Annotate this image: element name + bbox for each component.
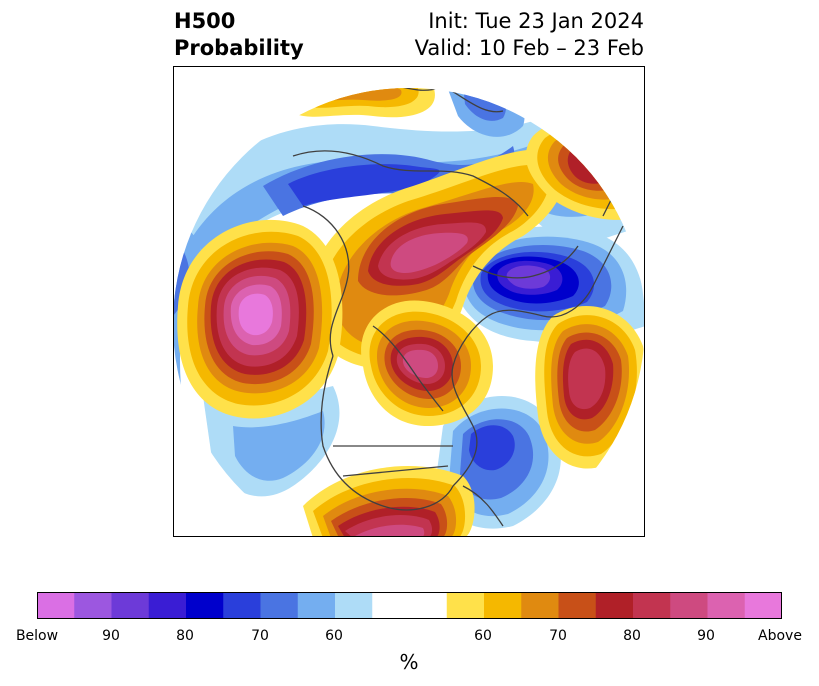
colorbar-cell (260, 592, 299, 619)
colorbar-cell (558, 592, 597, 619)
colorbar-cell (409, 592, 448, 619)
colorbar-cell (521, 592, 559, 619)
colorbar-tick-below-90: 90 (102, 628, 120, 644)
colorbar-cell (74, 592, 112, 619)
colorbar-cell (223, 592, 261, 619)
colorbar-cell (37, 592, 75, 619)
colorbar-tick-below-80: 80 (176, 628, 194, 644)
colorbar-cell (670, 592, 708, 619)
colorbar-cell (707, 592, 746, 619)
colorbar-cell (744, 592, 782, 619)
colorbar-cell (595, 592, 634, 619)
colorbar-tick-above-90: 90 (697, 628, 715, 644)
colorbar-cell (484, 592, 522, 619)
colorbar-cell (186, 592, 224, 619)
variable-label: H500 (174, 9, 236, 33)
init-label: Init: Tue 23 Jan 2024 (428, 9, 644, 33)
map-title: H500 Probability (174, 8, 304, 62)
colorbar-tick-below-60: 60 (325, 628, 343, 644)
colorbar-cell (372, 592, 410, 619)
colorbar-unit: % (399, 650, 419, 674)
product-label: Probability (174, 36, 304, 60)
colorbar-cell (446, 592, 485, 619)
colorbar-tick-above: Above (758, 628, 802, 644)
colorbar (37, 592, 782, 619)
valid-label: Valid: 10 Feb – 23 Feb (414, 36, 644, 60)
colorbar-cell (297, 592, 336, 619)
colorbar-tick-below: Below (15, 628, 59, 644)
probability-map (173, 66, 645, 537)
map-dates: Init: Tue 23 Jan 2024 Valid: 10 Feb – 23… (415, 8, 644, 62)
colorbar-tick-above-80: 80 (623, 628, 641, 644)
colorbar-tick-below-70: 70 (251, 628, 269, 644)
colorbar-cell (148, 592, 187, 619)
colorbar-cell (335, 592, 373, 619)
colorbar-tick-above-60: 60 (474, 628, 492, 644)
colorbar-cells (37, 592, 782, 619)
colorbar-cell (111, 592, 150, 619)
colorbar-tick-above-70: 70 (549, 628, 567, 644)
coastlines (282, 88, 634, 527)
colorbar-cell (633, 592, 671, 619)
